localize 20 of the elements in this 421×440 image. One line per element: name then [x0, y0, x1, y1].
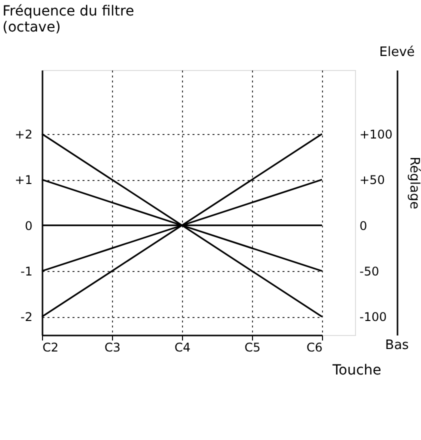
- y-tick-label: +1: [14, 173, 32, 188]
- y-tick-label: +2: [14, 127, 32, 142]
- x-tick-label: C4: [174, 340, 191, 354]
- text: Elevé: [379, 45, 415, 60]
- y2-axis-title: Réglage: [406, 156, 421, 210]
- y2-tick-label: -100: [360, 310, 387, 324]
- y-tick-label: -2: [20, 310, 32, 324]
- y-axis-title: Fréquence du filtre (octave): [2, 4, 134, 36]
- y-tick-label: -1: [20, 264, 32, 279]
- x-axis-title: Touche: [332, 362, 382, 378]
- x-tick-label: C3: [104, 340, 121, 354]
- x-tick-label: C5: [244, 340, 261, 354]
- y2-tick-label: +100: [360, 127, 392, 142]
- x-tick-label: C2: [42, 340, 59, 354]
- y-tick-label: 0: [24, 218, 32, 233]
- x-tick-label: C6: [306, 340, 322, 354]
- y2-tick-label: 0: [360, 218, 368, 233]
- y2-tick-label: +50: [360, 173, 385, 188]
- y2-tick-label: -50: [360, 264, 380, 279]
- text: Bas: [385, 338, 410, 353]
